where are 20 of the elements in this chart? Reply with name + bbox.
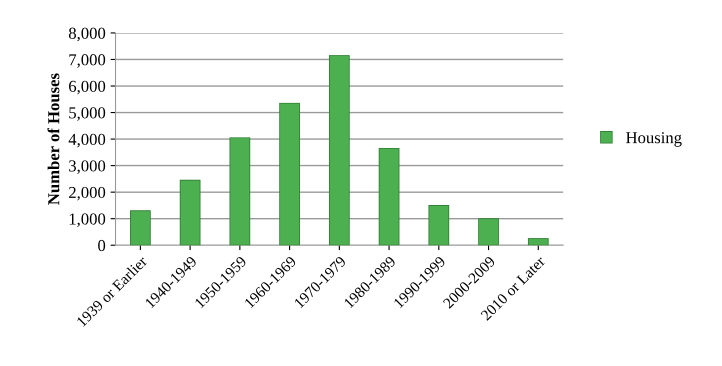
y-tick-label: 0	[98, 240, 106, 252]
y-axis-title: Number of Houses	[47, 73, 60, 205]
y-tick-label: 1,000	[70, 213, 106, 228]
bar	[428, 205, 450, 246]
bar	[180, 180, 200, 246]
bar	[279, 102, 300, 246]
bar	[478, 218, 499, 246]
bar	[378, 148, 400, 246]
bar	[229, 137, 250, 246]
y-tick-label: 7,000	[69, 54, 106, 68]
y-tick-label: 4,000	[68, 134, 106, 148]
bar	[328, 55, 350, 246]
y-tick-label: 3,000	[69, 160, 106, 174]
bar	[528, 238, 549, 246]
y-tick-label: 8,000	[68, 28, 106, 42]
legend-label: Housing	[626, 132, 682, 147]
y-tick-label: 2,000	[69, 186, 106, 200]
y-tick-label: 6,000	[69, 80, 106, 94]
y-tick-label: 5,000	[69, 107, 106, 121]
bar	[130, 210, 151, 246]
